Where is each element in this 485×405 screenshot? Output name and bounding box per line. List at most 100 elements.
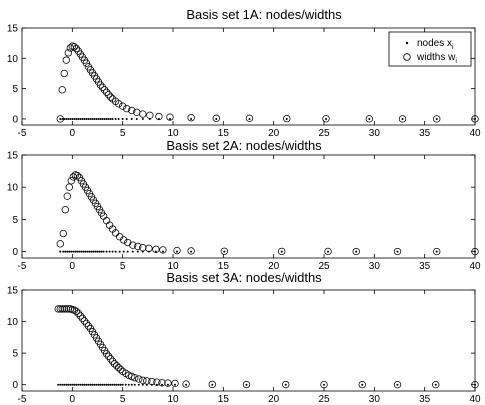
x-tick-label-1-7: 30: [369, 128, 381, 139]
x-tick-label-3-4: 15: [218, 394, 230, 405]
legend-widths-text: widths w: [416, 52, 456, 63]
width-point-1-42: [365, 115, 373, 123]
legend-widths-label: widths wi: [416, 52, 457, 65]
node-point-1-42: [368, 117, 371, 120]
chart-title-1: Basis set 1A: nodes/widths: [186, 7, 342, 22]
y-tick-label-3-1: 5: [12, 349, 18, 360]
x-tick-label-2-6: 25: [318, 261, 330, 272]
node-point-1-1: [61, 117, 64, 120]
y-tick-label-2-1: 5: [12, 215, 18, 226]
node-point-3-11: [79, 383, 82, 386]
node-point-2-41: [396, 250, 399, 253]
x-tick-label-1-4: 15: [218, 128, 230, 139]
width-point-2-32: [145, 244, 153, 253]
width-point-3-24: [102, 350, 111, 358]
width-point-3-30: [114, 363, 123, 372]
node-point-3-17: [91, 383, 94, 386]
y-tick-label-3-0: 0: [12, 380, 18, 391]
width-point-1-3: [62, 56, 70, 64]
node-point-2-18: [96, 250, 99, 253]
width-point-1-45: [471, 115, 479, 123]
node-point-2-17: [94, 250, 97, 253]
width-point-3-15: [84, 322, 93, 330]
node-point-3-2: [61, 383, 64, 386]
node-point-3-23: [103, 383, 106, 386]
width-point-3-44: [171, 379, 179, 388]
width-point-1-40: [283, 114, 291, 123]
node-point-2-12: [84, 250, 87, 253]
width-point-2-35: [173, 246, 181, 255]
width-point-1-44: [433, 115, 441, 123]
node-point-3-34: [127, 383, 130, 386]
node-point-1-15: [89, 117, 92, 120]
width-point-2-5: [67, 177, 76, 185]
width-point-3-26: [106, 355, 115, 363]
y-tick-label-1-3: 15: [7, 24, 19, 35]
node-point-1-14: [87, 117, 90, 120]
width-point-1-39: [245, 114, 254, 123]
node-point-1-12: [83, 117, 86, 120]
width-point-1-33: [139, 110, 147, 118]
node-point-3-4: [65, 383, 68, 386]
width-point-3-13: [80, 317, 89, 325]
x-tick-label-1-9: 40: [469, 128, 481, 139]
width-point-1-4: [64, 49, 72, 57]
x-tick-label-3-7: 30: [369, 394, 381, 405]
node-point-2-43: [474, 250, 476, 253]
node-point-1-41: [325, 117, 328, 120]
x-tick-label-2-7: 30: [369, 261, 381, 272]
node-point-2-25: [114, 250, 117, 253]
node-point-3-50: [361, 383, 364, 386]
node-point-2-4: [68, 250, 71, 253]
node-point-1-29: [121, 117, 124, 120]
width-point-3-4: [62, 305, 70, 313]
node-point-2-30: [136, 250, 139, 253]
node-point-3-49: [323, 383, 325, 386]
width-point-3-41: [153, 378, 161, 386]
x-tick-label-2-4: 15: [218, 261, 230, 272]
width-point-1-8: [72, 44, 81, 53]
width-point-3-28: [110, 360, 119, 368]
width-point-1-37: [187, 114, 195, 122]
width-point-3-51: [393, 381, 402, 389]
node-point-1-3: [65, 117, 68, 120]
node-point-2-35: [176, 250, 179, 253]
node-point-3-14: [85, 383, 88, 386]
node-point-3-27: [111, 383, 114, 386]
node-point-1-45: [474, 117, 476, 120]
x-tick-label-1-8: 35: [419, 128, 431, 139]
width-point-2-4: [65, 183, 73, 191]
width-point-1-20: [96, 81, 105, 89]
node-point-1-25: [109, 117, 112, 120]
width-point-3-36: [131, 374, 139, 382]
width-point-1-35: [155, 112, 163, 121]
legend: nodes xi widths wi: [388, 31, 472, 67]
node-point-2-27: [122, 250, 125, 253]
node-point-2-5: [70, 250, 73, 253]
width-point-1-1: [58, 86, 66, 94]
width-point-1-7: [70, 43, 79, 51]
node-point-3-9: [75, 383, 78, 386]
width-point-3-5: [64, 305, 72, 313]
width-point-3-43: [164, 379, 172, 387]
node-point-2-9: [78, 250, 81, 253]
node-point-3-32: [121, 383, 124, 386]
node-point-3-0: [57, 383, 60, 386]
node-point-2-26: [118, 250, 121, 253]
x-tick-label-1-3: 10: [167, 128, 179, 139]
x-tick-label-2-5: 20: [268, 261, 280, 272]
x-tick-label-3-0: -5: [18, 394, 27, 405]
width-point-2-0: [56, 240, 64, 248]
x-tick-label-3-5: 20: [268, 394, 280, 405]
node-point-3-28: [113, 383, 116, 386]
width-point-1-41: [322, 115, 330, 123]
x-tick-label-2-8: 35: [419, 261, 431, 272]
width-point-3-2: [58, 305, 66, 313]
width-point-3-29: [112, 362, 121, 370]
marks-3: [54, 305, 479, 389]
y-tick-label-3-3: 15: [7, 286, 19, 297]
node-point-3-12: [81, 383, 84, 386]
width-point-3-42: [158, 379, 166, 387]
